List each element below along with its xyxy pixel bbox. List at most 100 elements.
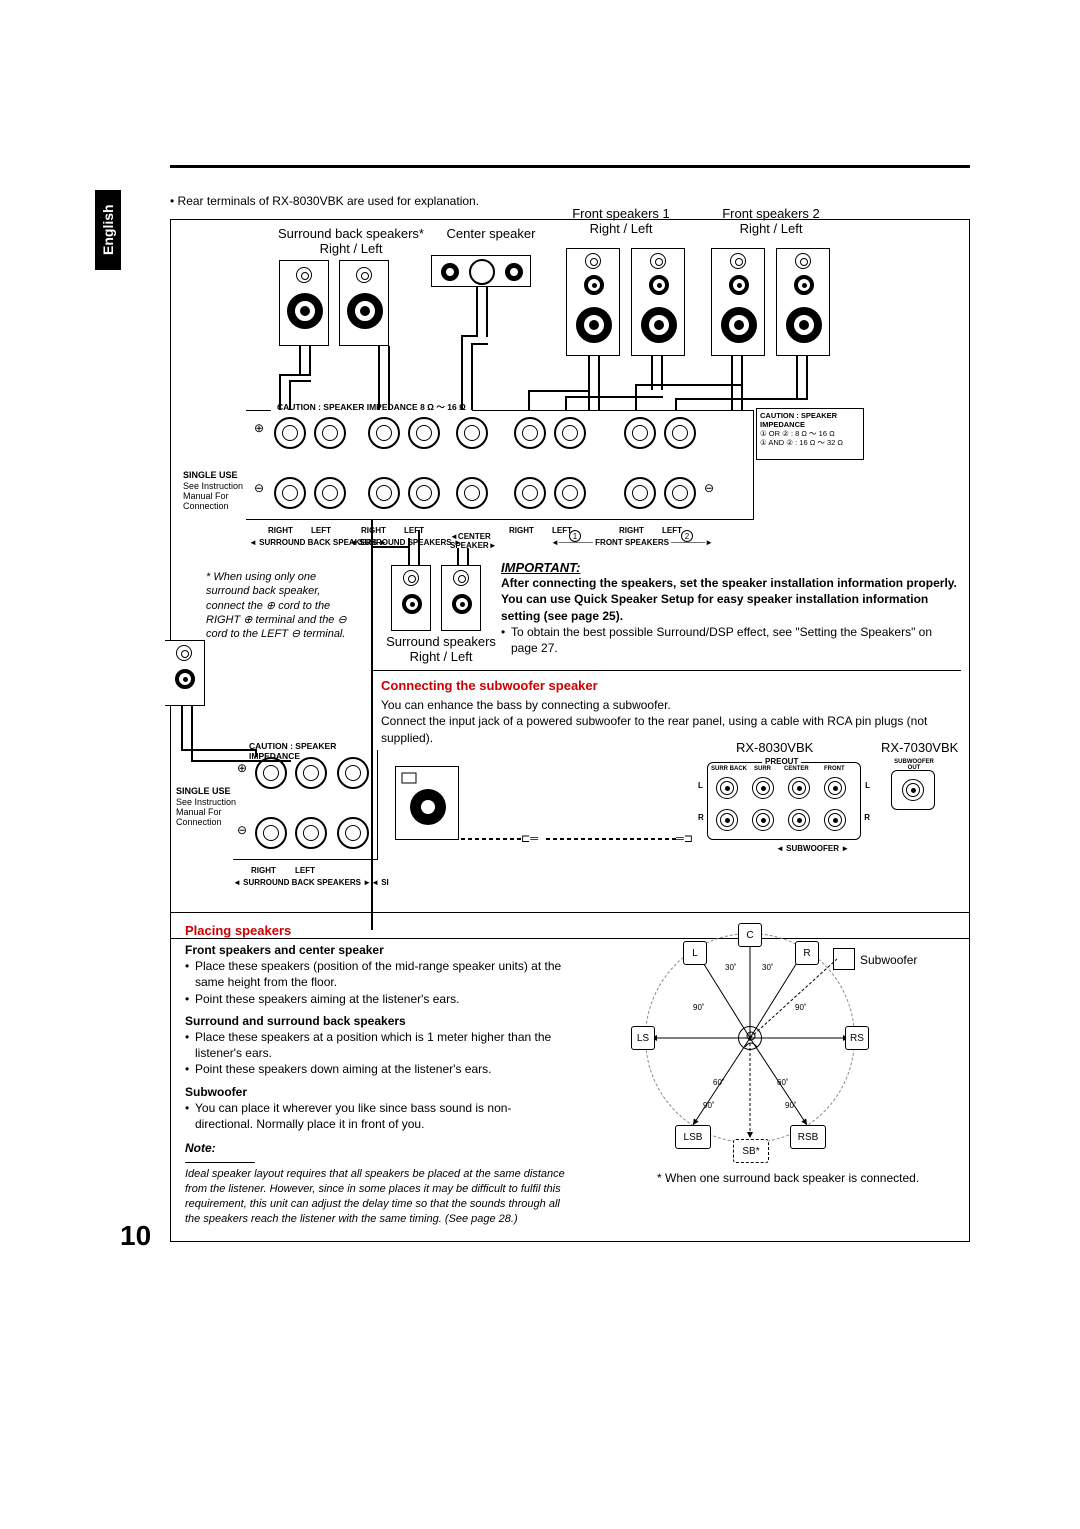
placing-h1b1: Place these speakers (position of the mi… [185,958,565,990]
divider [371,670,961,671]
wire [388,346,390,410]
label-center: Center speaker [431,226,551,241]
term-r4: RIGHT [619,526,644,535]
wire [796,356,798,400]
term-l1: LEFT [311,526,331,535]
sub-line1: You can enhance the bass by connecting a… [381,697,961,713]
placing-h2b1: Place these speakers at a position which… [185,1029,565,1061]
note-rule [185,1162,255,1163]
label-front2: Front speakers 2 Right / Left [701,206,841,236]
note-text: Ideal speaker layout requires that all s… [185,1167,565,1226]
subwoofer-node [833,948,855,970]
main-terminal-panel: CAUTION : SPEAKER IMPEDANCE 8 Ω ～ 16 Ω ⊕… [246,410,754,520]
ang-30r: 30˚ [762,963,774,972]
sub-cable2 [546,838,676,840]
ang-90l: 90˚ [693,1003,705,1012]
term-cs: ◄CENTER SPEAKER► [450,532,490,550]
main-wiring-diagram: Surround back speakers* Right / Left Cen… [170,219,970,939]
single-use-label: SINGLE USE See Instruction Manual For Co… [183,470,243,511]
node-c: C [738,923,762,947]
node-r: R [795,941,819,965]
model1: RX-8030VBK [736,740,813,755]
top-rule [170,165,970,168]
wire [309,346,311,376]
wire [806,356,808,400]
node-rsb: RSB [790,1125,826,1149]
center-speaker-box [431,255,531,287]
divider-v [371,548,373,930]
wire [598,356,600,410]
surround-back-left-box [339,260,389,346]
term-l2: LEFT [404,526,424,535]
placing-h2: Surround and surround back speakers [185,1013,565,1029]
subwoofer-section: Connecting the subwoofer speaker You can… [381,678,961,746]
language-tab: English [95,190,121,270]
wire [476,287,478,337]
node-ls: LS [631,1026,655,1050]
model2: RX-7030VBK [881,740,958,755]
front1-left-box [631,248,685,356]
important-line1: After connecting the speakers, set the s… [501,575,961,624]
note-heading: Note: [185,1140,565,1156]
front2-left-box [776,248,830,356]
surround-right-box [391,565,431,631]
node-sb: SB* [733,1139,769,1163]
intro-bullet: Rear terminals of RX-8030VBK are used fo… [178,194,480,208]
lower-l: LEFT [295,866,315,875]
wire [299,346,301,376]
subwoofer-box [395,766,459,840]
single-use-label2: SINGLE USE See Instruction Manual For Co… [176,786,236,827]
ang-30l: 30˚ [725,963,737,972]
placing-footnote: * When one surround back speaker is conn… [657,1171,919,1185]
important-box: IMPORTANT: After connecting the speakers… [501,560,961,656]
front1-right-box [566,248,620,356]
ang-60l: 60˚ [713,1078,725,1087]
ang-90bl: 90˚ [703,1101,715,1110]
wire [741,356,743,410]
placing-h2b2: Point these speakers down aiming at the … [185,1061,565,1077]
placing-speakers-box: Placing speakers Front speakers and cent… [170,912,970,1242]
lower-terminal-panel: CAUTION : SPEAKER IMPEDANCE ⊕ ⊖ [233,750,378,860]
important-line2: To obtain the best possible Surround/DSP… [501,624,961,656]
surround-back-right-box [279,260,329,346]
surround-left-box [441,565,481,631]
important-heading: IMPORTANT: [501,560,961,575]
label-surround-back: Surround back speakers* Right / Left [261,226,441,256]
subout-7030: SUBWOOFER OUT [891,770,935,810]
placing-heading: Placing speakers [185,923,565,938]
placing-h3: Subwoofer [185,1084,565,1100]
single-sb-speaker [165,640,205,706]
sub-label-8030: ◄ SUBWOOFER ► [776,844,849,853]
term-fs: ◄────── FRONT SPEAKERS ──────► [551,538,713,547]
placing-text-col: Placing speakers Front speakers and cent… [185,923,565,1227]
placing-h1: Front speakers and center speaker [185,942,565,958]
placing-h1b2: Point these speakers aiming at the liste… [185,991,565,1007]
speaker-layout-diagram: 30˚ 30˚ 90˚ 90˚ 60˚ 60˚ 90˚ 90˚ C L R LS… [585,923,955,1193]
term-r2: RIGHT [361,526,386,535]
sub-heading: Connecting the subwoofer speaker [381,678,961,693]
term-r1: RIGHT [268,526,293,535]
wire [731,356,733,410]
preout-8030: PREOUT SURR BACK SURR CENTER FRONT L R L… [707,762,861,840]
ang-90br: 90˚ [785,1101,797,1110]
term-l4: LEFT [662,526,682,535]
placing-h3b1: You can place it wherever you like since… [185,1100,565,1132]
wire [486,287,488,337]
page-number: 10 [120,1220,151,1252]
ang-90r: 90˚ [795,1003,807,1012]
node-l: L [683,941,707,965]
label-surround: Surround speakers Right / Left [371,634,511,664]
lower-r: RIGHT [251,866,276,875]
caution-main: CAUTION : SPEAKER IMPEDANCE 8 Ω ～ 16 Ω [271,401,472,413]
sub-cable1 [461,838,521,840]
impedance-box-front: CAUTION : SPEAKER IMPEDANCE ① OR ② : 8 Ω… [756,408,864,460]
ang-60r: 60˚ [777,1078,789,1087]
page-content: • Rear terminals of RX-8030VBK are used … [170,165,970,939]
front2-right-box [711,248,765,356]
node-lsb: LSB [675,1125,711,1149]
footnote-single-sb: * When using only one surround back spea… [206,570,351,641]
term-r3: RIGHT [509,526,534,535]
label-front1: Front speakers 1 Right / Left [551,206,691,236]
lower-sbs: ◄ SURROUND BACK SPEAKERS ►◄ SI [233,878,389,887]
wire [588,356,590,410]
